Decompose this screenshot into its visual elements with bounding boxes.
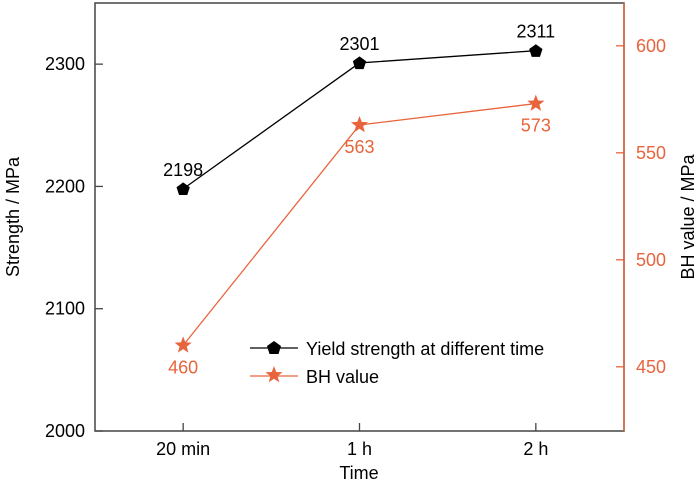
legend: Yield strength at different time BH valu…	[250, 339, 544, 387]
data-label: 2301	[339, 34, 379, 54]
legend-star-marker	[265, 366, 283, 383]
legend-pentagon-marker	[267, 341, 281, 354]
x-tick-label: 1 h	[347, 439, 372, 459]
data-label: 460	[168, 357, 198, 377]
right-tick-label: 450	[636, 357, 666, 377]
x-tick-label: 20 min	[156, 439, 210, 459]
x-axis-label: Time	[339, 463, 378, 483]
x-tick-label: 2 h	[523, 439, 548, 459]
legend-label-yield: Yield strength at different time	[306, 339, 544, 359]
data-point-pentagon	[529, 44, 543, 57]
left-tick-label: 2100	[45, 299, 85, 319]
legend-label-bh: BH value	[306, 367, 379, 387]
right-tick-label: 500	[636, 250, 666, 270]
data-label: 2311	[516, 22, 555, 42]
data-point-star	[174, 336, 192, 353]
data-point-pentagon	[176, 182, 190, 196]
right-tick-label: 600	[636, 36, 666, 56]
left-tick-label: 2300	[45, 54, 85, 74]
data-label: 2198	[163, 160, 203, 180]
data-label: 563	[344, 137, 374, 157]
left-tick-label: 2000	[45, 421, 85, 441]
left-tick-label: 2200	[45, 176, 85, 196]
data-point-star	[527, 94, 545, 111]
y-axis-label-left: Strength / MPa	[3, 156, 23, 277]
y-axis-label-right: BH value / MPa	[678, 153, 698, 279]
right-tick-label: 550	[636, 143, 666, 163]
data-point-pentagon	[352, 56, 367, 70]
data-label: 573	[521, 116, 551, 136]
data-point-star	[350, 115, 369, 133]
